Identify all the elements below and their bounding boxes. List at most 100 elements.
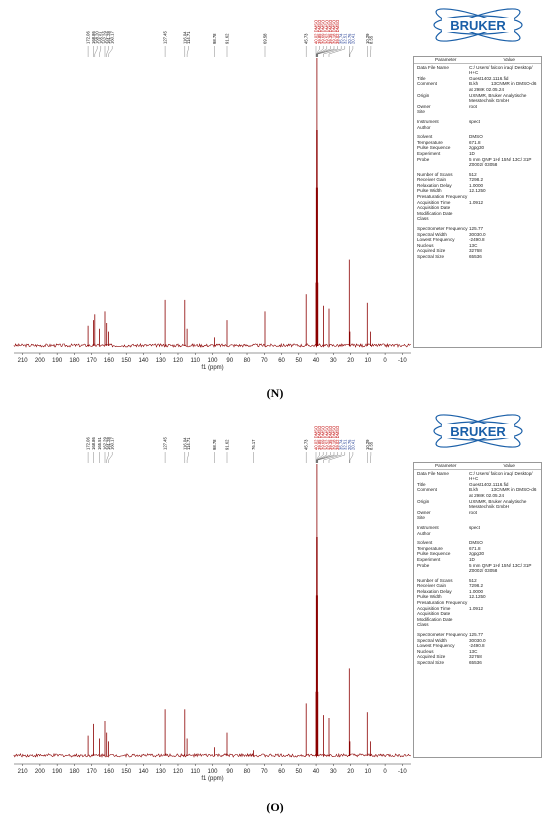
parameter-value: 30030.0 [469,231,486,237]
peak-label: 39.52 DMSO [324,19,329,44]
parameter-row: Acquisition Time 1.0912 [414,200,541,206]
parameter-name: Data File Name [417,470,449,476]
parameter-name: Number of Scans [417,577,453,583]
parameter-value: 30030.0 [469,637,486,643]
parameter-row: Receiver Gain 7298.2 [414,583,541,589]
parameter-value: -2490.8 [469,643,485,649]
x-tick-label: 150 [121,358,132,364]
panel-caption: (O) [266,800,284,814]
x-tick-label: 50 [295,358,302,364]
parameter-row: Probe 5 mm QNP 1H/ 15N/ 13C/ 31P Z0002/ 0… [414,157,541,168]
peak-label: 45.73 [304,33,309,44]
parameter-name: Owner [417,103,431,109]
parameter-value: UXNMR, Bruker Analytische Messtechnik Gm… [469,92,528,104]
parameter-value: 671.8 [469,545,481,551]
peak-label: 39.18 DMSO [332,425,337,450]
x-tick-label: 120 [173,358,184,364]
parameter-name: Temperature [417,545,443,551]
x-tick-label: 170 [87,358,98,364]
peak-label-connector [108,46,113,57]
parameter-value: root [469,509,477,515]
peak-label: 98.78 [212,439,217,450]
peak-label-connector [323,452,342,463]
parameter-row: Modification Date [414,617,541,623]
peak-label: 160.17 [110,437,115,450]
peak-label: 20.41 [350,33,355,44]
header-value: Value [503,57,515,62]
parameter-value: 1.0000 [469,182,484,188]
parameter-value [469,622,541,628]
parameter-name: Experiment [417,556,441,562]
parameter-name: Presaturation Frequency [417,194,468,200]
parameter-value: DMSO [469,540,483,546]
x-tick-label: 30 [330,358,337,364]
panel-caption: (N) [266,386,284,400]
parameter-value: 5 mm QNP 1H/ 15N/ 13C/ 31P Z0002/ 03058 [469,156,533,168]
parameter-name: Origin [417,498,430,504]
header-parameter: Parameter [435,57,457,62]
x-tick-label: 20 [347,358,354,364]
parameter-name: Receiver Gain [417,177,447,183]
peak-label-connector [317,452,331,463]
peak-label: 172.06 [86,437,91,450]
peak-label-connector [349,46,354,57]
peak-label-connector [316,46,320,57]
peak-label: 20.76 [347,33,352,44]
peak-label-connector [323,46,342,57]
peak-label-connector [317,46,338,57]
x-axis-label: f1 (ppm) [201,776,223,782]
parameter-row: Pulse Width 12.1250 [414,594,541,600]
parameter-value: 65536 [469,660,482,665]
peak-label: 165.51 [97,437,102,450]
parameter-row: Acquired Size 32768 [414,248,541,254]
parameter-value: 671.8 [469,139,481,145]
parameter-name: Data File Name [417,64,449,70]
x-tick-label: 60 [278,358,285,364]
parameter-row: Probe 5 mm QNP 1H/ 15N/ 13C/ 31P Z0002/ 0… [414,563,541,574]
peak-label: 39.69 DMSO [321,19,326,44]
x-tick-label: 190 [52,358,63,364]
parameter-row: Receiver Gain 7298.2 [414,177,541,183]
parameter-value: -2490.8 [469,237,485,243]
peak-label-connector [186,452,189,463]
parameter-value: 32768 [469,248,482,254]
peak-label: 172.06 [86,31,91,44]
peak-label: 165.51 [98,31,103,44]
parameter-row: Comment B.kh 13CNMR in DMSO-d6 at 298K 02… [414,487,541,498]
peak-label-connector [370,46,372,57]
peak-label-connector [317,46,335,57]
peak-label: 162.29 [103,437,108,450]
svg-text:BRUKER: BRUKER [450,424,506,439]
peak-label: 45.73 [304,439,309,450]
parameter-value: zgpg30 [469,551,485,557]
peak-label-connector [317,46,331,57]
acquisition-parameters-table: Parameter Value Data File Name C:/ Users/… [413,462,542,758]
parameter-value: 32768 [469,654,482,660]
peak-label: 91.62 [225,439,230,450]
table-header: Parameter Value [414,57,541,64]
parameter-name: Class [417,622,429,628]
x-tick-label: 130 [156,769,167,775]
peak-label: 116.04 [182,437,187,450]
parameter-row: Solvent DMSO [414,134,541,140]
x-axis-label: f1 (ppm) [201,365,223,371]
parameter-row: Pulse Sequence zgpg30 [414,145,541,151]
x-tick-label: 200 [35,358,46,364]
peak-label-connector [317,452,338,463]
parameter-value: 1D [469,556,475,562]
parameter-row: Presaturation Frequency [414,600,541,606]
x-tick-label: 40 [313,769,320,775]
peak-label-connector [99,46,101,57]
spectrum-panel-n: 172.06 168.86 168.20 165.51 162.29 161.28 160.… [0,0,550,400]
parameter-name: Instrument [417,524,439,530]
bruker-logo: BRUKER [428,414,528,448]
parameter-name: Lowest Frequency [417,643,455,649]
peak-label: 39.02 DMSO [335,425,340,450]
parameter-name: Solvent [417,540,433,546]
parameter-value: 7298.2 [469,177,484,183]
parameter-row: Instrument spect [414,525,541,531]
parameter-value: 512 [469,171,477,177]
parameter-value: C:/ Users/ falcon iraq/ Desktop/ H+C [469,470,534,482]
table-header: Parameter Value [414,463,541,470]
parameter-name: Probe [417,156,430,162]
